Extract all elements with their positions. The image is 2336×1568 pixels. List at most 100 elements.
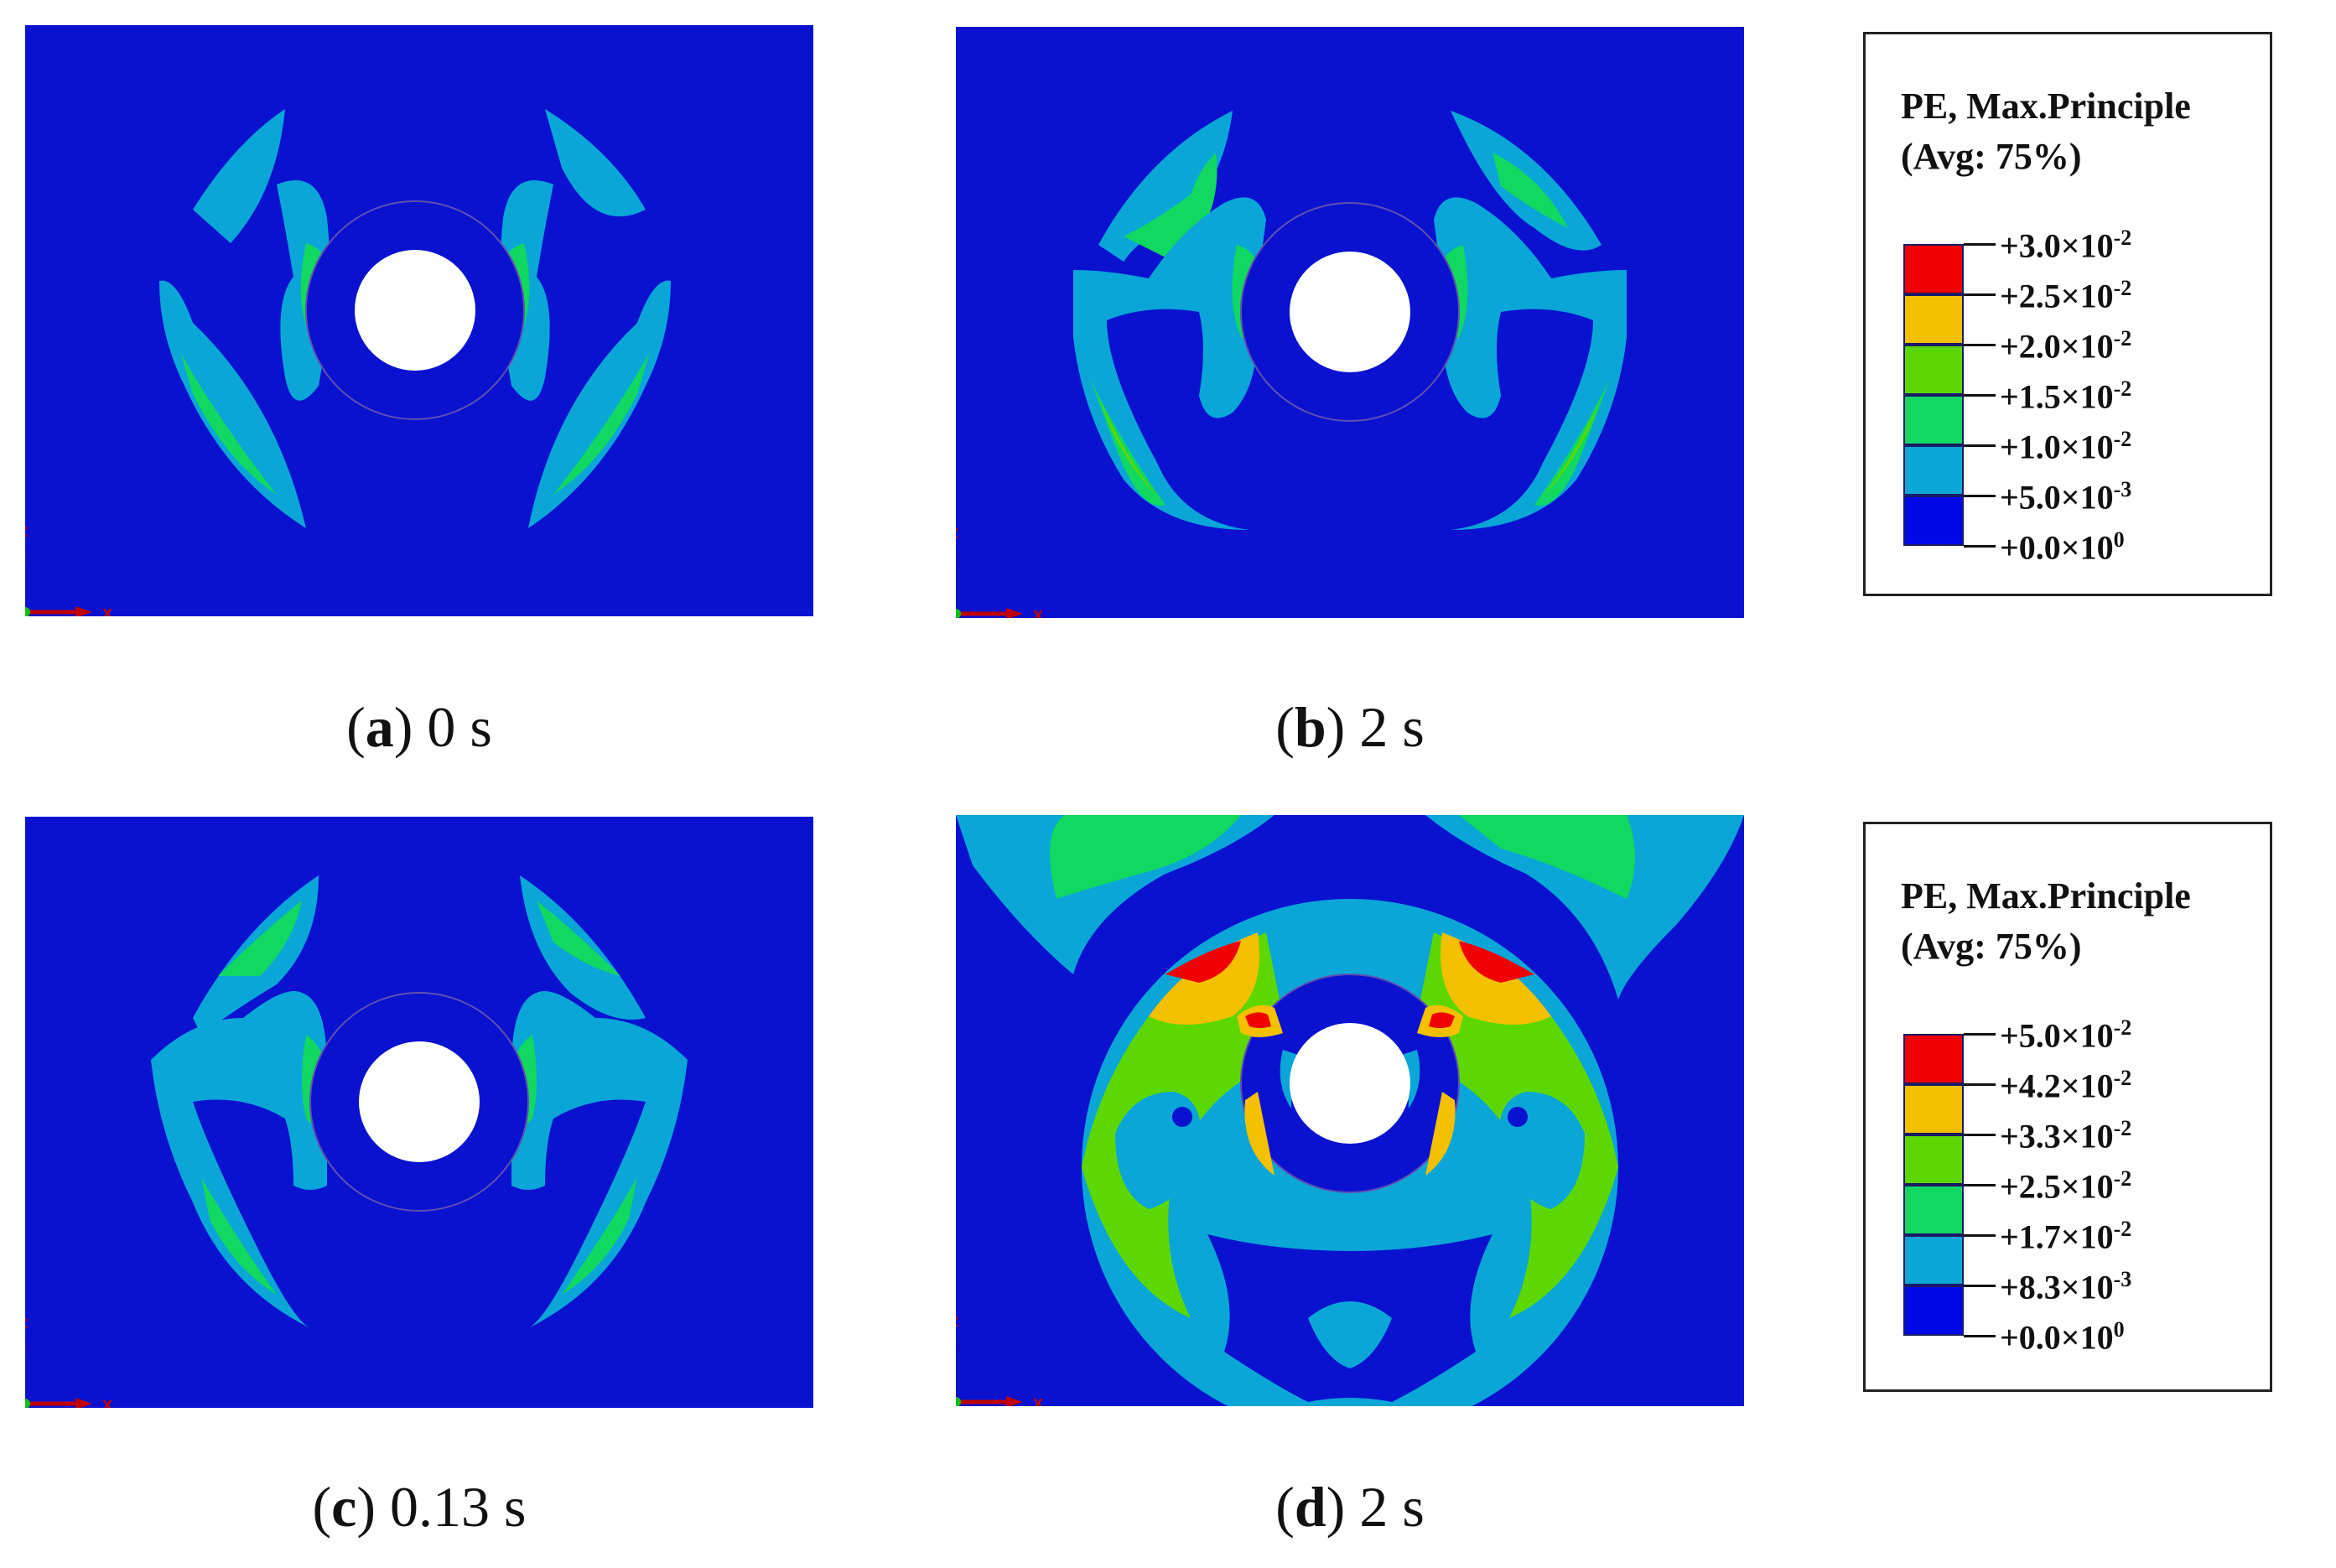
legend-tick-exponent: -2: [2113, 226, 2132, 250]
legend-tick: [1964, 394, 1996, 397]
legend-tick-label: +0.0×100: [2000, 529, 2125, 564]
axis-triad: z x: [25, 520, 113, 616]
caption-a-time: 0 s: [427, 695, 492, 759]
caption-c: (c) 0.13 s: [312, 1475, 527, 1539]
legend-tick: [1964, 1285, 1996, 1287]
legend-tick-label: +3.3×10-2: [2000, 1118, 2131, 1153]
caption-a: (a) 0 s: [346, 695, 492, 759]
legend-tick-mantissa: +1.7×10: [2000, 1218, 2114, 1256]
legend-tick-label: +5.0×10-2: [2000, 1017, 2131, 1052]
legend-tick: [1964, 495, 1996, 497]
legend-tick-mantissa: +1.5×10: [2000, 377, 2114, 416]
legend-tick-mantissa: +0.0×10: [2000, 1318, 2114, 1357]
axis-triad: z x: [956, 1310, 1044, 1406]
legend-swatch: [1903, 345, 1964, 395]
legend-tick-exponent: -2: [2113, 1015, 2132, 1040]
legend-swatch: [1903, 1285, 1964, 1336]
legend-tick-label: +1.0×10-2: [2000, 428, 2131, 464]
legend-tick-label: +8.3×10-3: [2000, 1269, 2131, 1304]
x-axis-label: x: [1033, 604, 1044, 618]
x-axis-label: x: [1033, 1392, 1044, 1406]
legend-subtitle: (Avg: 75%): [1901, 926, 2082, 967]
axis-triad: z x: [25, 1311, 113, 1408]
z-axis-label: z: [25, 1311, 28, 1332]
legend-tick-exponent: -2: [2113, 1217, 2132, 1241]
legend-tick-mantissa: +2.0×10: [2000, 327, 2114, 366]
legend-tick-exponent: -2: [2113, 276, 2132, 300]
legend-tick-label: +5.0×10-3: [2000, 479, 2131, 514]
caption-b-time: 2 s: [1359, 695, 1425, 759]
legend-swatch: [1903, 395, 1964, 445]
legend-tick-exponent: -3: [2113, 477, 2132, 501]
legend-tick-exponent: -2: [2113, 427, 2132, 451]
x-axis-label: x: [102, 602, 113, 616]
caption-c-time: 0.13 s: [390, 1475, 527, 1539]
caption-d: (d) 2 s: [1275, 1475, 1425, 1539]
legend-tick-label: +3.0×10-2: [2000, 227, 2131, 262]
z-axis-label: z: [956, 1310, 958, 1331]
legend-tick-mantissa: +2.5×10: [2000, 277, 2114, 315]
caption-b-letter: b: [1294, 695, 1326, 759]
caption-c-letter: c: [331, 1475, 357, 1539]
legend-tick-label: +1.7×10-2: [2000, 1218, 2131, 1254]
legend-tick: [1964, 1083, 1996, 1086]
legend-tick: [1964, 1134, 1996, 1136]
legend-swatch: [1903, 244, 1964, 294]
legend-swatch: [1903, 1084, 1964, 1134]
legend-tick-label: +2.5×10-2: [2000, 278, 2131, 313]
legend-tick-mantissa: +8.3×10: [2000, 1268, 2114, 1306]
legend-title: PE, Max.Principle: [1901, 875, 2191, 916]
legend-tick-exponent: -2: [2113, 326, 2132, 350]
z-axis-label: z: [956, 522, 958, 543]
legend-tick-mantissa: +0.0×10: [2000, 528, 2114, 567]
legend-tick: [1964, 1033, 1996, 1036]
legend-tick: [1964, 1184, 1996, 1186]
legend-tick-label: +2.5×10-2: [2000, 1168, 2131, 1203]
legend-swatch: [1903, 1235, 1964, 1285]
legend-tick: [1964, 243, 1996, 246]
legend-tick-label: +4.2×10-2: [2000, 1067, 2131, 1103]
legend-tick-label: +1.5×10-2: [2000, 378, 2131, 413]
caption-a-letter: a: [365, 695, 394, 759]
legend-tick: [1964, 1234, 1996, 1237]
legend-tick: [1964, 444, 1996, 447]
legend-tick-mantissa: +1.0×10: [2000, 428, 2114, 466]
legend-top: PE, Max.Principle (Avg: 75%) +3.0×10-2 +2…: [1863, 32, 2272, 596]
legend-tick-exponent: -2: [2113, 376, 2132, 401]
legend-swatch: [1903, 1034, 1964, 1084]
panel-c-contour: z x: [25, 817, 813, 1408]
legend-swatch: [1903, 1185, 1964, 1235]
x-axis-label: x: [102, 1394, 113, 1408]
caption-d-letter: d: [1294, 1475, 1326, 1539]
panel-b-contour: z x: [956, 27, 1744, 618]
legend-tick: [1964, 344, 1996, 346]
legend-tick: [1964, 1335, 1996, 1337]
legend-tick-label: +0.0×100: [2000, 1319, 2125, 1354]
caption-b: (b) 2 s: [1275, 695, 1425, 759]
legend-swatch: [1903, 294, 1964, 345]
legend-swatch: [1903, 496, 1964, 546]
axis-triad: z x: [956, 522, 1044, 618]
legend-bottom: PE, Max.Principle (Avg: 75%) +5.0×10-2 +4…: [1863, 822, 2272, 1392]
legend-tick-mantissa: +5.0×10: [2000, 478, 2114, 517]
legend-swatch: [1903, 445, 1964, 496]
legend-subtitle: (Avg: 75%): [1901, 136, 2082, 177]
legend-swatch: [1903, 1134, 1964, 1185]
legend-tick-mantissa: +3.3×10: [2000, 1117, 2114, 1155]
legend-tick-exponent: -2: [2113, 1116, 2132, 1140]
legend-tick-exponent: 0: [2113, 1317, 2125, 1342]
z-axis-label: z: [25, 520, 28, 541]
legend-tick-exponent: -2: [2113, 1066, 2132, 1090]
legend-tick-exponent: -2: [2113, 1166, 2132, 1191]
caption-d-time: 2 s: [1359, 1475, 1425, 1539]
legend-tick: [1964, 545, 1996, 548]
legend-tick-mantissa: +5.0×10: [2000, 1016, 2114, 1055]
legend-tick: [1964, 293, 1996, 296]
panel-a-contour: z x: [25, 25, 813, 616]
legend-tick-label: +2.0×10-2: [2000, 328, 2131, 363]
legend-tick-exponent: -3: [2113, 1267, 2132, 1291]
legend-tick-mantissa: +3.0×10: [2000, 226, 2114, 265]
legend-title: PE, Max.Principle: [1901, 86, 2191, 127]
legend-tick-mantissa: +4.2×10: [2000, 1067, 2114, 1105]
legend-tick-exponent: 0: [2113, 527, 2125, 552]
